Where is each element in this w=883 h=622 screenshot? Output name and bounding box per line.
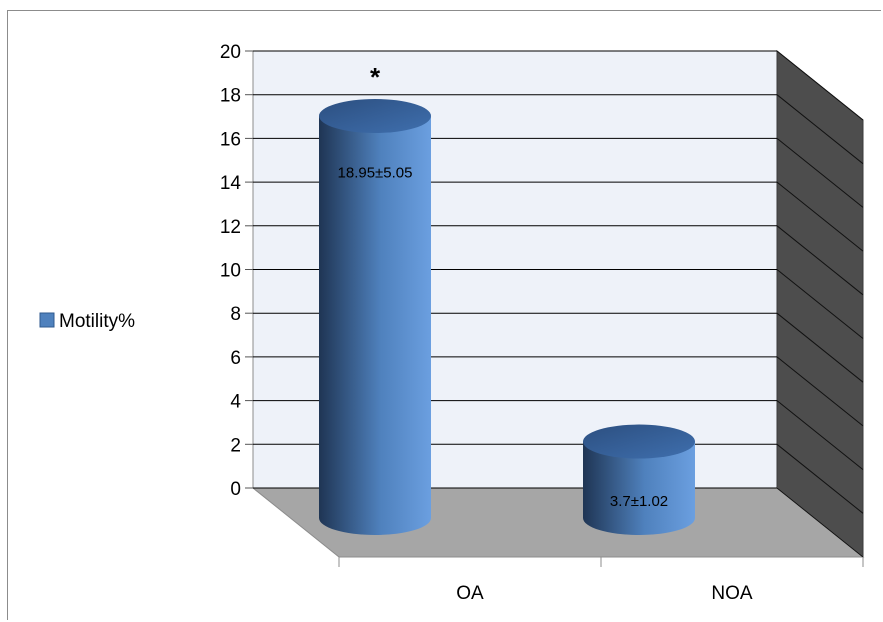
y-tick-label: 2 — [230, 435, 241, 456]
side-gridline — [776, 50, 864, 121]
y-tick-label: 18 — [220, 86, 241, 107]
bar-oa — [319, 115, 431, 536]
y-tick-label: 4 — [230, 392, 241, 413]
side-gridline — [776, 487, 864, 558]
legend-label: Motility% — [59, 311, 135, 332]
bar-top-noa — [583, 424, 695, 459]
bar-top-oa — [319, 98, 431, 133]
x-category-label: NOA — [711, 583, 753, 604]
data-label: 18.95±5.05 — [338, 164, 413, 181]
y-tick-label: 0 — [230, 479, 241, 500]
x-category-label: OA — [456, 583, 484, 604]
legend-swatch — [39, 312, 55, 328]
side-gridline — [776, 225, 864, 296]
side-gridline — [776, 181, 864, 252]
side-gridline — [776, 400, 864, 470]
significance-marker: * — [370, 62, 381, 92]
bar-noa — [583, 441, 695, 535]
y-tick-label: 6 — [230, 348, 241, 369]
y-tick-label: 8 — [230, 304, 241, 325]
y-tick-label: 20 — [220, 42, 241, 63]
y-tick-label: 16 — [220, 129, 241, 150]
y-tick-label: 12 — [220, 217, 241, 238]
side-gridline — [776, 312, 864, 383]
y-tick-label: 10 — [220, 261, 241, 282]
chart-frame — [7, 10, 881, 620]
side-gridline — [776, 138, 864, 208]
y-tick-label: 14 — [220, 173, 242, 194]
data-label: 3.7±1.02 — [610, 493, 668, 510]
side-gridline — [776, 443, 864, 514]
side-gridline — [776, 269, 864, 339]
side-gridline — [776, 356, 864, 427]
side-gridline — [776, 94, 864, 165]
